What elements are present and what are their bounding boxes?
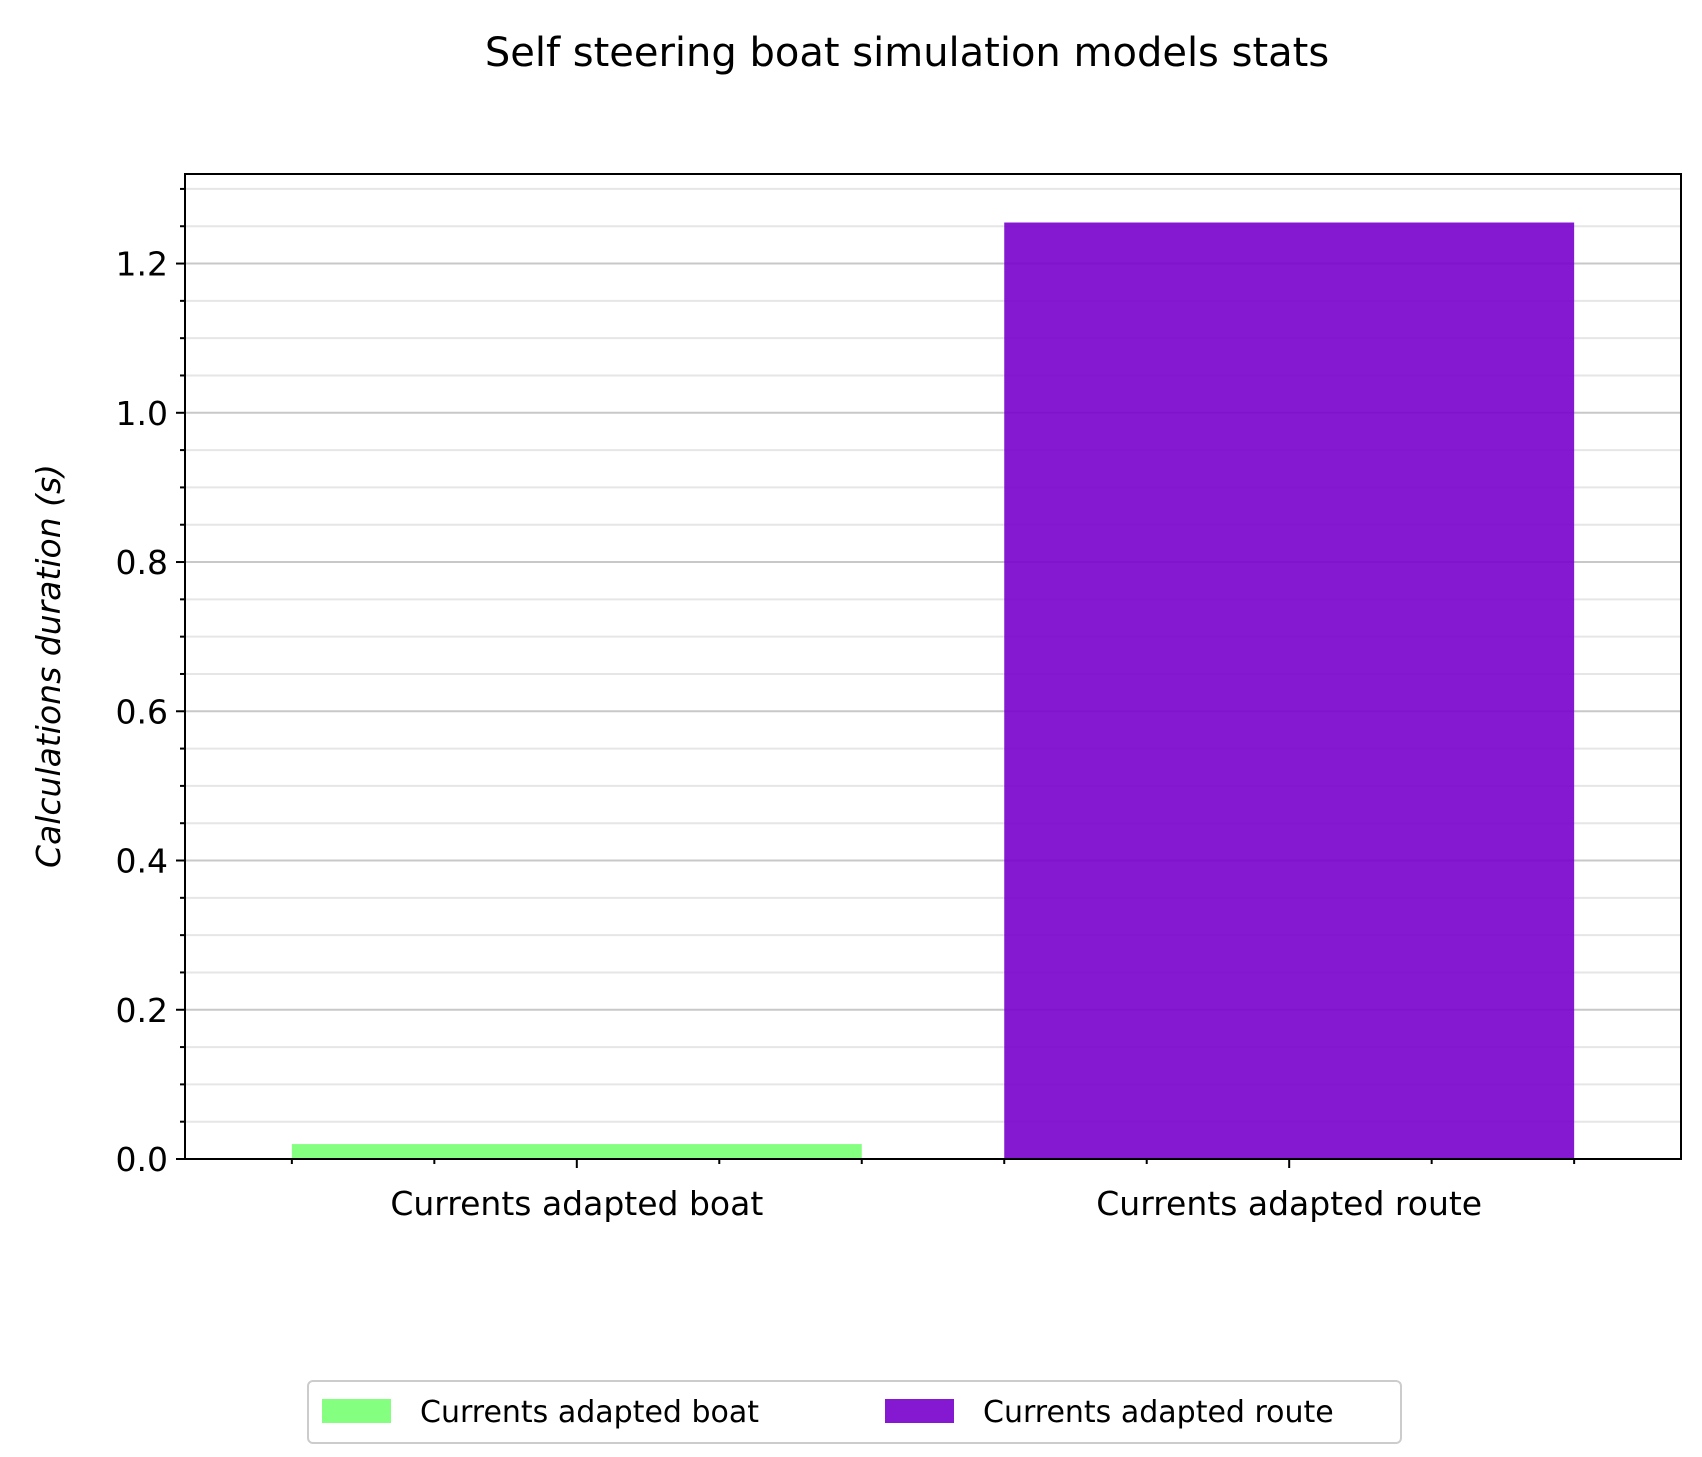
legend-label: Currents adapted boat — [420, 1395, 759, 1430]
legend-swatch — [322, 1399, 391, 1423]
y-tick-label: 0.0 — [116, 1140, 168, 1179]
bar — [1004, 222, 1575, 1159]
legend-frame — [307, 1380, 1402, 1444]
y-tick-label: 0.6 — [116, 692, 168, 731]
legend-swatch — [885, 1399, 954, 1423]
plot-frame — [184, 173, 1682, 1160]
legend-label: Currents adapted route — [983, 1395, 1334, 1430]
chart-title: Self steering boat simulation models sta… — [485, 30, 1329, 76]
y-tick-label: 0.8 — [116, 543, 168, 582]
x-tick-label: Currents adapted boat — [390, 1184, 763, 1223]
bar — [291, 1144, 862, 1159]
y-tick-label: 0.4 — [116, 842, 168, 881]
bars — [291, 222, 1575, 1159]
legend: Currents adapted boat Currents adapted ro… — [307, 1380, 1402, 1444]
y-tick-label: 1.2 — [116, 245, 168, 284]
ticks: 0.0 0.2 0.4 0.6 0.8 1.0 1.2 Currents adapted bo… — [116, 187, 1576, 1223]
y-tick-label: 1.0 — [116, 394, 168, 433]
x-tick-label: Currents adapted route — [1096, 1184, 1482, 1223]
y-axis-label: Calculations duration (s) — [29, 464, 68, 868]
y-tick-label: 0.2 — [116, 991, 168, 1030]
